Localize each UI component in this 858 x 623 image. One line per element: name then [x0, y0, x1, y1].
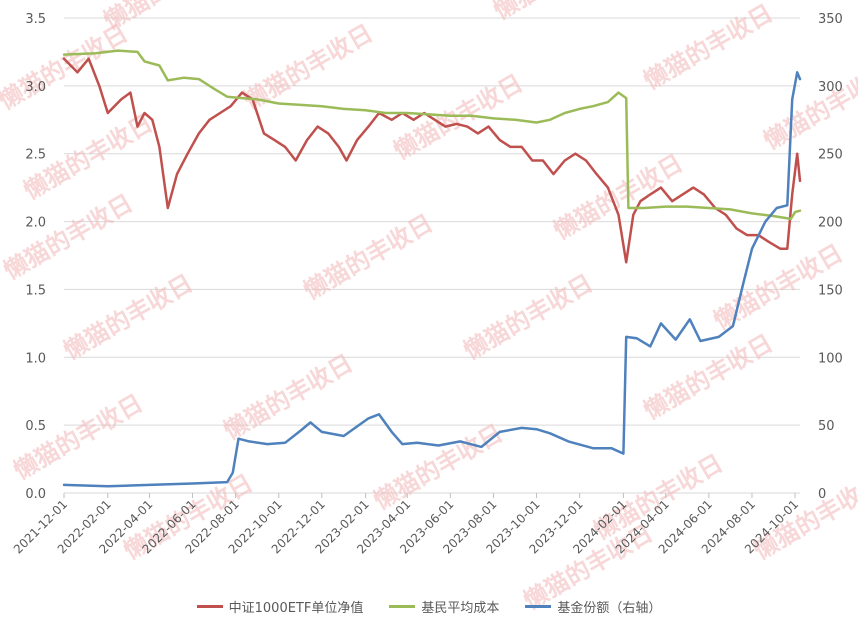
right-tick-label: 250	[818, 148, 843, 163]
watermark-text: 懒猫的丰收日	[459, 269, 598, 365]
watermark-text: 懒猫的丰收日	[0, 19, 133, 115]
left-tick-label: 1.5	[25, 283, 46, 298]
watermark-text: 懒猫的丰收日	[759, 59, 858, 155]
legend-swatch-shares	[525, 604, 552, 608]
left-tick-label: 0.5	[25, 419, 46, 434]
right-tick-label: 350	[818, 12, 843, 27]
legend-label-cost: 基民平均成本	[421, 600, 500, 616]
legend-item-shares: 基金份额（右轴）	[525, 597, 661, 616]
legend-swatch-nav	[196, 604, 223, 608]
watermark-text: 懒猫的丰收日	[0, 189, 138, 285]
right-tick-label: 150	[818, 283, 843, 298]
left-tick-label: 3.5	[25, 12, 46, 27]
left-tick-label: 1.0	[25, 351, 46, 366]
line-avg-cost	[62, 49, 802, 221]
legend: 中证1000ETF单位净值 基民平均成本 基金份额（右轴）	[0, 594, 858, 618]
legend-item-cost: 基民平均成本	[389, 597, 499, 616]
left-tick-label: 2.0	[25, 216, 46, 231]
right-tick-label: 300	[818, 80, 843, 95]
legend-swatch-cost	[389, 604, 416, 608]
series-lines	[62, 49, 802, 488]
left-tick-label: 2.5	[25, 148, 46, 163]
right-tick-label: 200	[818, 216, 843, 231]
gridlines	[64, 17, 800, 494]
watermark-text: 懒猫的丰收日	[219, 349, 358, 445]
watermark-text: 懒猫的丰收日	[589, 449, 728, 545]
left-tick-label: 3.0	[25, 80, 46, 95]
legend-label-nav: 中证1000ETF单位净值	[228, 600, 364, 616]
legend-item-nav: 中证1000ETF单位净值	[196, 597, 364, 616]
right-tick-label: 100	[818, 351, 843, 366]
watermark-text: 懒猫的丰收日	[9, 389, 148, 485]
watermark-text: 懒猫的丰收日	[59, 269, 198, 365]
legend-label-shares: 基金份额（右轴）	[557, 600, 662, 616]
watermark-text: 懒猫的丰收日	[489, 0, 628, 25]
watermark-text: 懒猫的丰收日	[639, 0, 778, 95]
watermark-text: 懒猫的丰收日	[749, 469, 858, 565]
watermark-text: 懒猫的丰收日	[299, 209, 438, 305]
right-axis-ticks: 0 50 100 150 200 250 300 350	[818, 12, 843, 502]
left-axis-ticks: 0.0 0.5 1.0 1.5 2.0 2.5 3.0 3.5	[25, 12, 46, 502]
right-tick-label: 0	[818, 487, 826, 502]
line-shares	[62, 71, 802, 488]
left-tick-label: 0.0	[25, 487, 46, 502]
watermark-text: 懒猫的丰收日	[549, 149, 688, 245]
right-tick-label: 50	[818, 419, 835, 434]
line-nav	[62, 57, 802, 264]
watermark-text: 懒猫的丰收日	[639, 329, 778, 425]
